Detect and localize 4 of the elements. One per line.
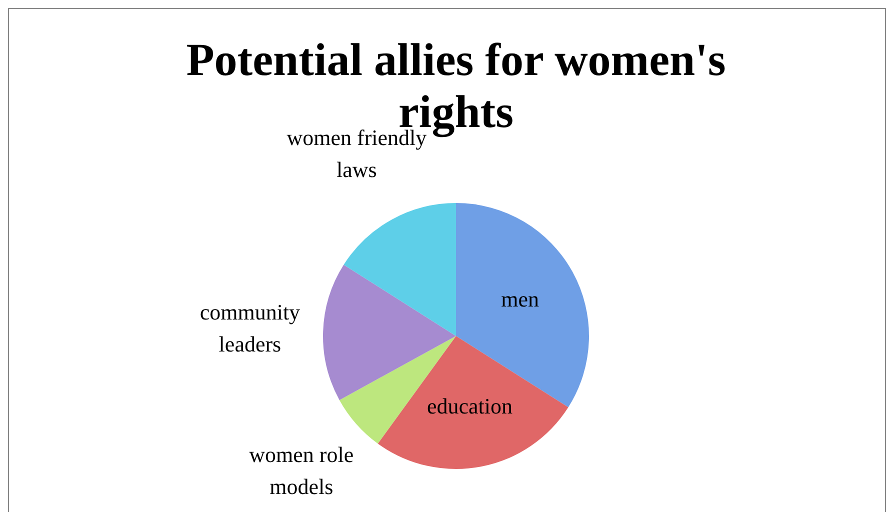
slice-label: women role models — [249, 442, 354, 500]
slice-label: men — [501, 286, 540, 312]
slice-label: education — [426, 394, 512, 419]
slice-label: community leaders — [200, 299, 300, 356]
